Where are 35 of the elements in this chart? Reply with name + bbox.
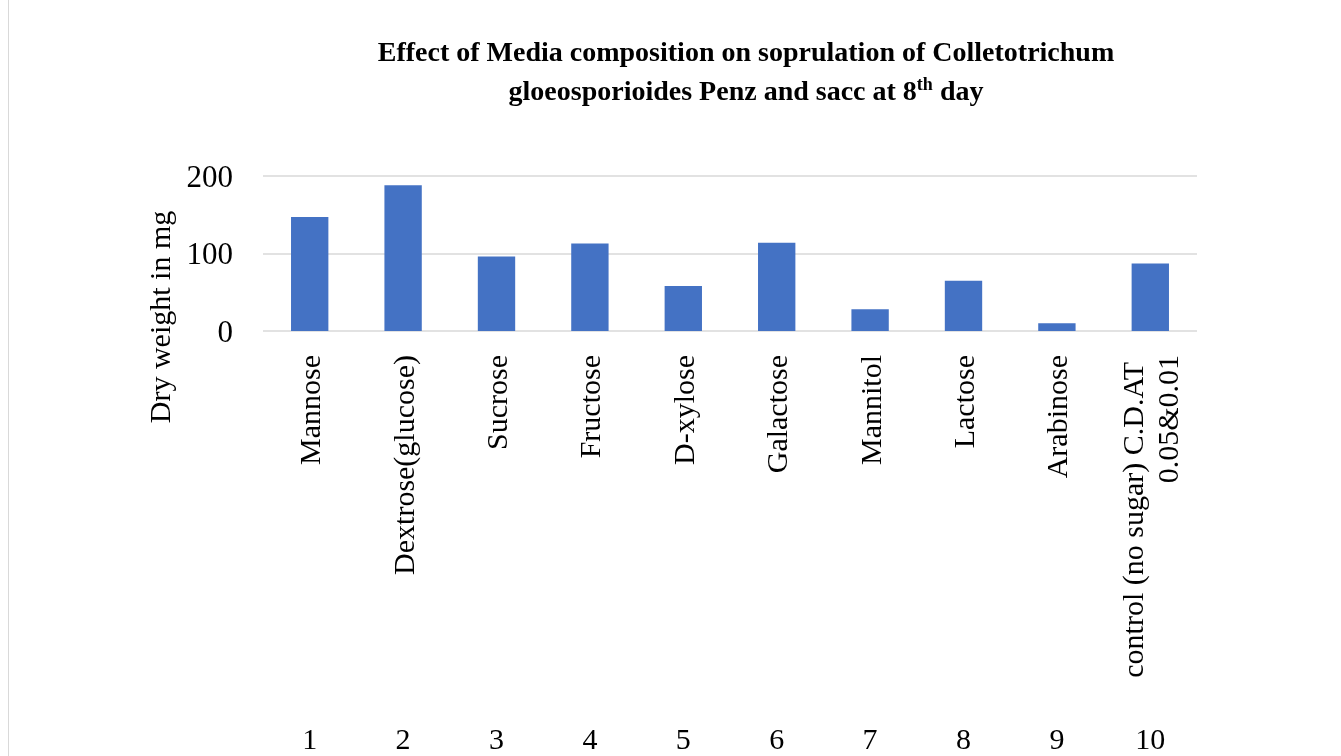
x-tick-label: Dextrose(glucose) bbox=[386, 355, 421, 575]
bar bbox=[944, 280, 983, 331]
y-axis-title: Dry weight in mg bbox=[143, 210, 177, 424]
chart-title: Effect of Media composition on soprulation of Colletotrichum gloeosporioides Penz and sacc at 8$^{th}$ day bbox=[376, 35, 1116, 108]
bar bbox=[571, 243, 609, 331]
text: 2 bbox=[395, 721, 411, 755]
x-tick-label: Lactose bbox=[947, 355, 980, 449]
bar bbox=[664, 286, 702, 331]
bar bbox=[758, 242, 796, 331]
text: 1 bbox=[302, 721, 318, 755]
bar bbox=[1038, 323, 1076, 331]
text: 5 bbox=[675, 721, 691, 755]
x-tick-label: Sucrose bbox=[480, 355, 513, 450]
text: 4 bbox=[582, 721, 598, 755]
text: 10 bbox=[1135, 721, 1166, 755]
text: 3 bbox=[489, 721, 504, 755]
x-tick-label: control (no sugar) C.D.AT 0.05&0.01 bbox=[1116, 355, 1185, 678]
y-tick-label: 200 bbox=[186, 158, 233, 194]
y-tick-label: 100 bbox=[186, 236, 233, 271]
x-tick-label: Mannitol bbox=[853, 355, 887, 465]
text: 8 bbox=[956, 721, 971, 755]
x-tick-label: Galactose bbox=[760, 355, 794, 474]
bar bbox=[291, 217, 329, 331]
x-tick-label: Mannose bbox=[293, 355, 327, 465]
bar bbox=[1131, 263, 1169, 331]
text: 9 bbox=[1049, 721, 1065, 755]
x-tick-label: Fructose bbox=[573, 355, 607, 459]
text: 6 bbox=[769, 721, 785, 755]
text: 7 bbox=[862, 721, 878, 755]
bar bbox=[477, 256, 516, 331]
x-tick-label: Arabinose bbox=[1040, 355, 1074, 479]
bar bbox=[384, 185, 422, 331]
bar bbox=[851, 309, 889, 331]
y-tick-label: 0 bbox=[217, 313, 233, 349]
x-tick-label: D-xylose bbox=[666, 355, 700, 465]
